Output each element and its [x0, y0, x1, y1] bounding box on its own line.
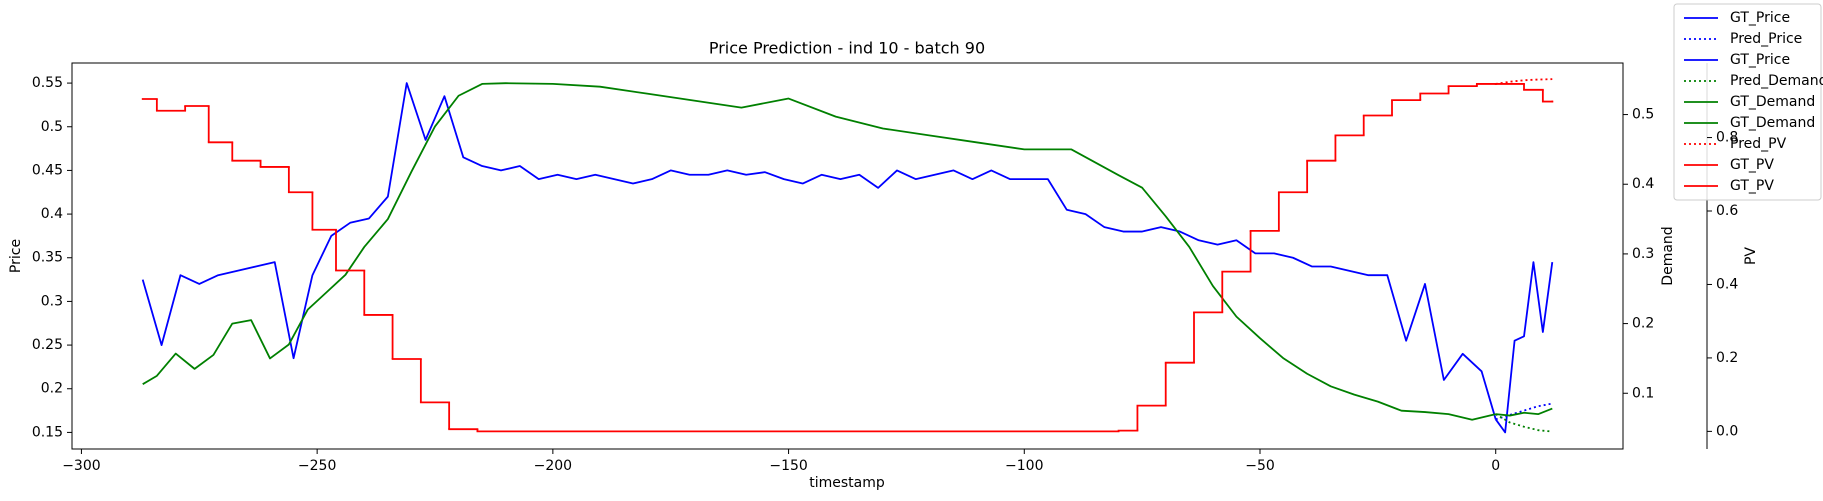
y-tick-label: 0.4 — [41, 206, 63, 222]
y3-axis-label: PV — [1743, 247, 1759, 265]
x-tick-label: −150 — [769, 458, 807, 474]
y3-tick-label: 0.8 — [1716, 130, 1738, 146]
legend-label: GT_PV — [1730, 157, 1774, 173]
x-tick-label: −50 — [1245, 458, 1275, 474]
y-tick-label: 0.35 — [32, 250, 63, 266]
x-tick-label: −250 — [298, 458, 336, 474]
y2-tick-label: 0.5 — [1632, 107, 1654, 123]
chart-title: Price Prediction - ind 10 - batch 90 — [709, 39, 985, 58]
plot-area — [141, 78, 1554, 434]
x-axis-label: timestamp — [809, 475, 885, 491]
y-tick-label: 0.55 — [32, 75, 63, 91]
y-axis-label: Price — [8, 239, 24, 273]
y2-tick-label: 0.4 — [1632, 176, 1654, 192]
legend-label: GT_PV — [1730, 178, 1774, 194]
x-tick-label: −200 — [534, 458, 572, 474]
series-line — [141, 82, 1497, 420]
y3-tick-label: 0.6 — [1716, 203, 1738, 219]
legend-label: GT_Demand — [1730, 115, 1815, 131]
series-line — [142, 82, 1496, 421]
y2-tick-label: 0.2 — [1632, 316, 1654, 332]
legend-label: Pred_PV — [1730, 136, 1787, 152]
y-tick-label: 0.5 — [41, 119, 63, 135]
x-tick-label: 0 — [1491, 458, 1500, 474]
y-tick-label: 0.45 — [32, 162, 63, 178]
y3-tick-label: 0.2 — [1716, 350, 1738, 366]
legend-label: GT_Price — [1730, 10, 1790, 26]
legend-label: GT_Price — [1730, 52, 1790, 68]
legend-label: Pred_Demand — [1730, 73, 1823, 89]
x-tick-label: −100 — [1005, 458, 1043, 474]
series-line — [1495, 407, 1553, 417]
y-tick-label: 0.3 — [41, 293, 63, 309]
legend-label: GT_Demand — [1730, 94, 1815, 110]
x-tick-label: −300 — [62, 458, 100, 474]
y2-tick-label: 0.1 — [1632, 385, 1654, 401]
series-line — [1494, 261, 1554, 434]
legend: GT_Price Pred_Price GT_Price Pred_Demand GT_… — [1673, 3, 1823, 201]
y2-tick-label: 0.3 — [1632, 246, 1654, 262]
y-tick-label: 0.2 — [41, 381, 63, 397]
y3-tick-label: 0.0 — [1716, 423, 1738, 439]
y-tick-label: 0.25 — [32, 337, 63, 353]
y2-axis-label: Demand — [1660, 226, 1676, 285]
y3-tick-label: 0.4 — [1716, 276, 1738, 292]
y-tick-label: 0.15 — [32, 424, 63, 440]
legend-label: Pred_Price — [1730, 31, 1802, 47]
legend-box — [1673, 3, 1822, 201]
axes-frame — [71, 62, 1624, 450]
series-line — [1495, 413, 1553, 433]
